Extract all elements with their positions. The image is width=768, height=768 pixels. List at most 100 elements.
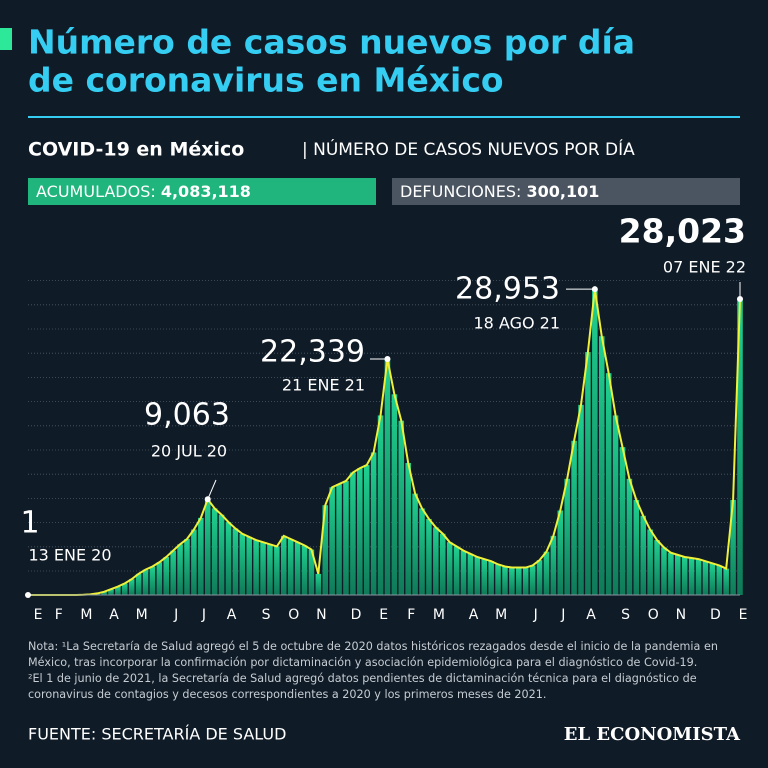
bar [668, 552, 674, 595]
bar [142, 569, 149, 595]
annotation-dot [591, 286, 598, 293]
annotation-date: 18 AGO 21 [473, 314, 560, 333]
bar [308, 549, 315, 595]
bar [550, 535, 557, 595]
stat-value: 300,101 [527, 182, 600, 201]
bar [370, 452, 377, 595]
bar [315, 573, 322, 595]
x-tick-label: D [351, 607, 362, 623]
bar [702, 561, 709, 595]
bar [218, 514, 225, 595]
leader-line [207, 479, 217, 500]
annotation-value: 22,339 [260, 335, 365, 370]
bar [377, 415, 384, 595]
bar [156, 562, 163, 595]
annotation-value: 1 [20, 506, 39, 541]
chart-title: de coronavirus en México [28, 61, 504, 100]
bar [661, 547, 667, 595]
bar [412, 493, 418, 595]
bar [633, 499, 640, 595]
bar [688, 558, 695, 595]
x-tick-label: N [316, 607, 326, 623]
annotation-value: 28,023 [619, 212, 746, 251]
x-tick-label: J [560, 607, 565, 623]
bar [350, 472, 356, 595]
bar [135, 573, 142, 595]
bar [426, 518, 432, 595]
bar [723, 568, 729, 595]
bar [446, 542, 453, 595]
bar [502, 566, 508, 595]
bar [433, 527, 439, 595]
bar [198, 517, 204, 595]
x-tick-label: E [379, 607, 388, 623]
x-tick-label: D [710, 607, 721, 623]
bar [419, 508, 425, 595]
bar [336, 484, 342, 595]
bar [675, 554, 681, 595]
bar [281, 535, 287, 595]
annotation-dot [204, 496, 211, 503]
chart-title: Número de casos nuevos por día [28, 23, 635, 62]
x-tick-label: A [227, 607, 237, 623]
bar [488, 561, 494, 595]
bar [211, 508, 218, 595]
x-tick-label: O [648, 607, 659, 623]
bar [605, 373, 612, 595]
bar [115, 586, 121, 595]
note: coronavirus de contagios y decesos corre… [28, 688, 546, 701]
x-tick-label: E [34, 607, 43, 623]
annotation-date: 07 ENE 22 [663, 258, 746, 277]
bar [253, 540, 259, 595]
bar [149, 566, 156, 595]
bar [357, 468, 363, 595]
source: FUENTE: SECRETARÍA DE SALUD [28, 725, 286, 744]
annotation-dot [737, 296, 743, 303]
bar [246, 536, 252, 595]
bar [232, 528, 239, 595]
note: México, tras incorporar la confirmación … [28, 656, 697, 669]
bar [239, 533, 246, 595]
bar [564, 478, 570, 595]
note: ²El 1 de junio de 2021, la Secretaría de… [28, 672, 697, 685]
bar [695, 559, 702, 595]
bar [453, 546, 460, 595]
bar [529, 565, 536, 595]
x-tick-label: N [676, 607, 686, 623]
stat-text: ACUMULADOS: 4,083,118 [36, 182, 251, 201]
bar [287, 539, 294, 595]
subtitle-detail: | NÚMERO DE CASOS NUEVOS POR DÍA [302, 138, 635, 160]
bar [384, 359, 391, 595]
stat-box [28, 178, 376, 205]
bar [163, 556, 170, 595]
x-tick-label: A [109, 607, 119, 623]
bar [260, 542, 266, 595]
bar [184, 539, 190, 595]
bar [536, 560, 543, 595]
bar [716, 565, 723, 595]
stat-box [392, 178, 740, 205]
x-tick-label: M [495, 607, 507, 623]
bar [578, 404, 584, 595]
bar [177, 544, 183, 595]
annotation-date: 20 JUL 20 [151, 442, 227, 461]
x-tick-label: J [533, 607, 538, 623]
bar [363, 465, 370, 595]
x-tick-label: F [407, 607, 415, 623]
bar [737, 299, 743, 595]
x-tick-label: J [201, 607, 206, 623]
bar [474, 556, 481, 595]
bar [274, 546, 280, 595]
trend-line [27, 289, 741, 596]
bar [585, 352, 591, 595]
bar [681, 556, 688, 595]
bar [509, 567, 515, 595]
bar [557, 510, 564, 595]
bar [654, 540, 660, 595]
annotation-value: 9,063 [144, 398, 230, 433]
bar [405, 462, 411, 595]
annotation-dot [384, 356, 391, 363]
bar [191, 529, 197, 595]
bar [301, 545, 308, 595]
